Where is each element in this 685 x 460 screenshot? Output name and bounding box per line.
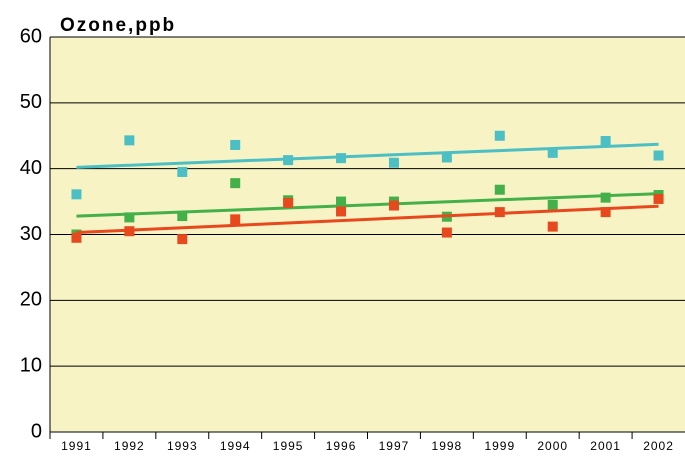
y-tick-label: 30 (20, 223, 42, 245)
point (177, 166, 188, 177)
point (600, 192, 611, 203)
point (653, 193, 664, 204)
x-tick-label: 1998 (432, 439, 463, 453)
y-tick-label: 50 (20, 91, 42, 113)
point (653, 150, 664, 161)
x-tick-label: 1995 (273, 439, 304, 453)
point (177, 211, 188, 222)
point (600, 207, 611, 218)
x-tick-label: 2001 (590, 439, 621, 453)
point (494, 130, 505, 141)
x-tick-label: 1991 (61, 439, 92, 453)
trend-line (76, 142, 659, 169)
point (230, 214, 241, 225)
y-tick-label: 20 (20, 289, 42, 311)
point (388, 200, 399, 211)
x-tick-label: 1996 (326, 439, 357, 453)
x-tick-label: 2000 (537, 439, 568, 453)
x-tick-label: 1992 (114, 439, 145, 453)
point (71, 189, 82, 200)
y-tick-label: 10 (20, 354, 42, 376)
chart-title: Ozone,ppb (60, 15, 176, 36)
point (177, 234, 188, 245)
point (283, 197, 294, 208)
point (547, 199, 558, 210)
point (388, 157, 399, 168)
point (336, 153, 347, 164)
x-tick-label: 1993 (167, 439, 198, 453)
point (336, 206, 347, 217)
x-tick-label: 2002 (643, 439, 674, 453)
point (71, 232, 82, 243)
y-tick-label: 60 (20, 25, 42, 47)
point (494, 207, 505, 218)
x-tick-label: 1999 (484, 439, 515, 453)
point (547, 147, 558, 158)
point (547, 221, 558, 232)
trend-line (76, 204, 659, 235)
point (124, 212, 135, 223)
y-tick-label: 40 (20, 157, 42, 179)
x-tick-label: 1997 (379, 439, 410, 453)
point (124, 135, 135, 146)
point (494, 184, 505, 195)
point (230, 139, 241, 150)
y-tick-label: 0 (31, 420, 42, 442)
point (441, 152, 452, 163)
point (441, 227, 452, 238)
trend-line (76, 192, 659, 218)
x-tick-label: 1994 (220, 439, 251, 453)
point (336, 196, 347, 207)
point (283, 155, 294, 166)
point (124, 226, 135, 237)
point (230, 178, 241, 189)
point (600, 136, 611, 147)
